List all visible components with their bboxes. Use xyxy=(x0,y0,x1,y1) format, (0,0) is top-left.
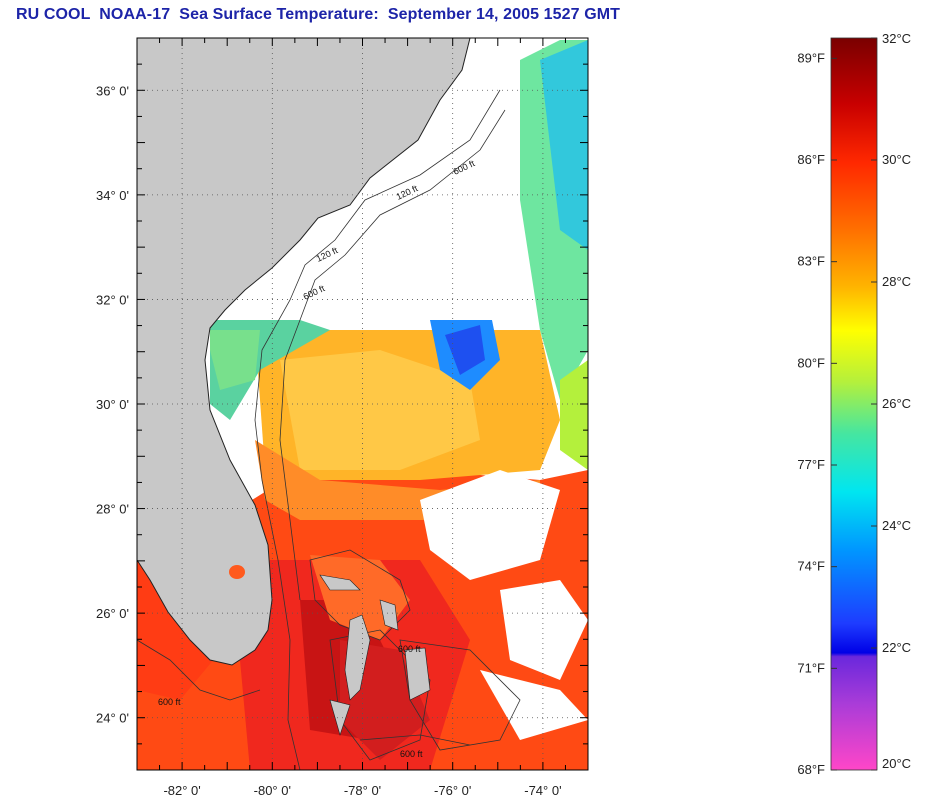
colorbar-fahrenheit-label: 86°F xyxy=(797,152,825,167)
map-title: RU COOL NOAA-17 Sea Surface Temperature:… xyxy=(16,6,621,23)
colorbar-fahrenheit-label: 77°F xyxy=(797,457,825,472)
colorbar-celsius-label: 26°C xyxy=(882,396,911,411)
colorbar-fahrenheit-label: 89°F xyxy=(797,50,825,65)
y-tick-label: 36° 0' xyxy=(96,83,129,98)
map-frame xyxy=(136,37,589,771)
x-tick-label: -78° 0' xyxy=(344,783,381,798)
map-grid xyxy=(137,38,588,770)
colorbar-celsius-label: 28°C xyxy=(882,274,911,289)
colorbar-celsius-label: 22°C xyxy=(882,640,911,655)
y-tick-label: 30° 0' xyxy=(96,397,129,412)
y-tick-label: 32° 0' xyxy=(96,292,129,307)
contour-label: 600 ft xyxy=(158,697,181,707)
x-tick-label: -82° 0' xyxy=(163,783,200,798)
colorbar-fahrenheit-label: 83°F xyxy=(797,254,825,269)
colorbar-celsius-label: 32°C xyxy=(882,31,911,46)
y-tick-label: 26° 0' xyxy=(96,606,129,621)
colorbar-celsius-label: 24°C xyxy=(882,518,911,533)
colorbar-fahrenheit-label: 71°F xyxy=(797,660,825,675)
x-tick-label: -80° 0' xyxy=(254,783,291,798)
colorbar-fahrenheit-label: 74°F xyxy=(797,559,825,574)
colorbar-fahrenheit-label: 80°F xyxy=(797,355,825,370)
contour-label: 600 ft xyxy=(398,644,421,654)
y-tick-label: 28° 0' xyxy=(96,502,129,517)
colorbar-gradient xyxy=(830,37,878,771)
colorbar-celsius-label: 20°C xyxy=(882,756,911,771)
x-tick-label: -74° 0' xyxy=(524,783,561,798)
colorbar: 32°C 30°C 28°C 26°C 24°C 22°C 20°C 89°F 86°F 83°F… xyxy=(797,31,911,777)
y-tick-label: 34° 0' xyxy=(96,188,129,203)
colorbar-celsius-label: 30°C xyxy=(882,152,911,167)
contour-label: 600 ft xyxy=(400,749,423,759)
x-tick-label: -76° 0' xyxy=(434,783,471,798)
colorbar-fahrenheit-label: 68°F xyxy=(797,762,825,777)
y-tick-label: 24° 0' xyxy=(96,711,129,726)
